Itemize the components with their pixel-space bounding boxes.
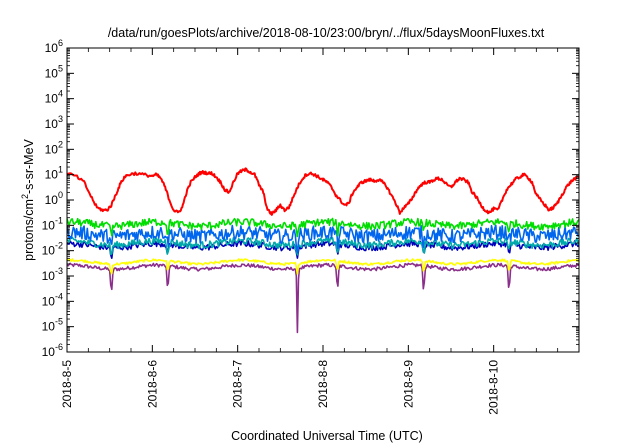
- x-tick-label: 2018-8-9: [401, 360, 415, 408]
- y-tick-label-base: 10: [45, 66, 59, 80]
- y-tick-label: 10-1: [42, 215, 63, 232]
- y-tick-label: 102: [45, 139, 63, 156]
- y-tick-label-base: 10: [42, 269, 56, 283]
- x-tick-label: 2018-8-7: [231, 360, 245, 408]
- y-tick-label-base: 10: [42, 294, 56, 308]
- y-tick-label-base: 10: [45, 168, 59, 182]
- series-line-red: [67, 167, 579, 216]
- y-tick-label: 104: [45, 89, 63, 106]
- x-tick-label: 2018-8-10: [487, 360, 501, 415]
- y-tick-label-power: -2: [55, 241, 63, 251]
- y-tick-label-power: 6: [58, 38, 63, 48]
- x-axis-label: Coordinated Universal Time (UTC): [231, 429, 423, 443]
- y-tick-label: 101: [45, 165, 63, 182]
- y-tick-label-base: 10: [42, 345, 56, 359]
- y-tick-label-base: 10: [45, 41, 59, 55]
- y-tick-label-base: 10: [42, 320, 56, 334]
- series-line: [67, 236, 579, 256]
- y-tick-label-power: -3: [55, 266, 63, 276]
- series-layer: [67, 167, 579, 334]
- y-tick-label-power: 5: [58, 63, 63, 73]
- y-tick-label: 100: [45, 190, 63, 207]
- chart-title: /data/run/goesPlots/archive/2018-08-10/2…: [108, 26, 545, 40]
- y-tick-label: 10-5: [42, 317, 63, 334]
- series-line: [67, 262, 579, 334]
- y-axis-label: protons/cm2-s-sr-MeV: [20, 138, 36, 260]
- x-tick-label: 2018-8-8: [316, 360, 330, 408]
- y-tick-label: 10-3: [42, 266, 63, 283]
- y-tick-label-power: 0: [58, 190, 63, 200]
- y-tick-label-base: 10: [45, 142, 59, 156]
- y-tick-label-power: 4: [58, 89, 63, 99]
- y-tick-label: 10-6: [42, 342, 63, 359]
- series-line: [67, 258, 579, 275]
- y-tick-label-power: -6: [55, 342, 63, 352]
- y-tick-label: 105: [45, 63, 63, 80]
- y-tick-label-power: 2: [58, 139, 63, 149]
- y-tick-label-base: 10: [42, 218, 56, 232]
- y-tick-label: 106: [45, 38, 63, 55]
- x-axis: 2018-8-5 2018-8-6 2018-8-7 2018-8-8 2018-8-9…: [60, 48, 559, 415]
- y-tick-label-power: -1: [55, 215, 63, 225]
- y-axis-label-prefix: protons/cm: [22, 199, 36, 261]
- y-tick-label-power: -5: [55, 317, 63, 327]
- x-tick-label: 2018-8-6: [145, 360, 159, 408]
- y-tick-label: 10-4: [42, 291, 63, 308]
- plot-area: [67, 167, 579, 334]
- y-tick-label-base: 10: [45, 193, 59, 207]
- y-tick-label: 10-2: [42, 241, 63, 258]
- y-tick-label-base: 10: [45, 117, 59, 131]
- series-line: [67, 224, 579, 254]
- y-tick-label-base: 10: [45, 92, 59, 106]
- y-tick-label: 103: [45, 114, 63, 131]
- y-axis-label-suffix: -s-sr-MeV: [22, 138, 36, 194]
- y-tick-label-power: -4: [55, 291, 63, 301]
- y-axis: 10-610-510-410-310-210-11001011021031041…: [42, 38, 579, 359]
- x-tick-label: 2018-8-5: [60, 360, 74, 408]
- y-tick-label-power: 1: [58, 165, 63, 175]
- y-tick-label-power: 3: [58, 114, 63, 124]
- y-tick-label-base: 10: [42, 244, 56, 258]
- series-line: [67, 217, 579, 238]
- y-axis-label-superscript: 2: [20, 194, 30, 199]
